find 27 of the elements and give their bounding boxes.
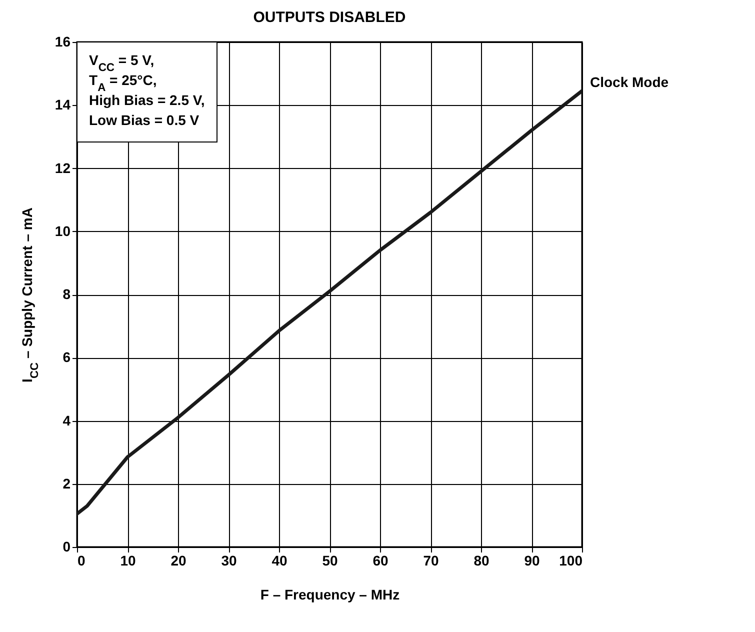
y-tick-label: 0	[62, 538, 71, 554]
annotation: High Bias = 2.5 V,	[89, 92, 205, 108]
x-tick-label: 70	[423, 552, 439, 568]
y-tick-label: 8	[62, 286, 71, 302]
x-tick-label: 90	[524, 552, 540, 568]
x-axis-title: F – Frequency – MHz	[260, 586, 400, 602]
x-tick-label: 80	[474, 552, 490, 568]
x-tick-label: 20	[170, 552, 186, 568]
y-tick-label: 16	[54, 34, 71, 50]
annotation: V$_{CC}$ = 5 V,	[89, 52, 154, 74]
y-tick-label: 4	[62, 412, 71, 428]
series-label: Clock Mode	[590, 74, 669, 90]
x-tick-label: 10	[120, 552, 136, 568]
x-tick-label: 30	[221, 552, 237, 568]
x-tick-label: 60	[372, 552, 388, 568]
x-tick-label: 50	[322, 552, 338, 568]
y-tick-label: 14	[54, 96, 71, 113]
annotation: Low Bias = 0.5 V	[89, 112, 200, 128]
y-tick-label: 2	[62, 475, 71, 492]
chart-title: OUTPUTS DISABLED	[253, 9, 406, 26]
x-tick-label: 100	[559, 552, 583, 568]
x-tick-label: 0	[78, 552, 86, 568]
y-tick-label: 10	[54, 222, 71, 239]
x-tick-label: 40	[272, 552, 288, 568]
y-tick-label: 6	[62, 349, 71, 366]
annotation: T$_{A}$ = 25°C,	[89, 72, 157, 94]
y-tick-label: 12	[54, 160, 71, 176]
